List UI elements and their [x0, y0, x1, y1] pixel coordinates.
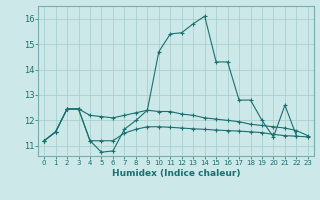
X-axis label: Humidex (Indice chaleur): Humidex (Indice chaleur) [112, 169, 240, 178]
